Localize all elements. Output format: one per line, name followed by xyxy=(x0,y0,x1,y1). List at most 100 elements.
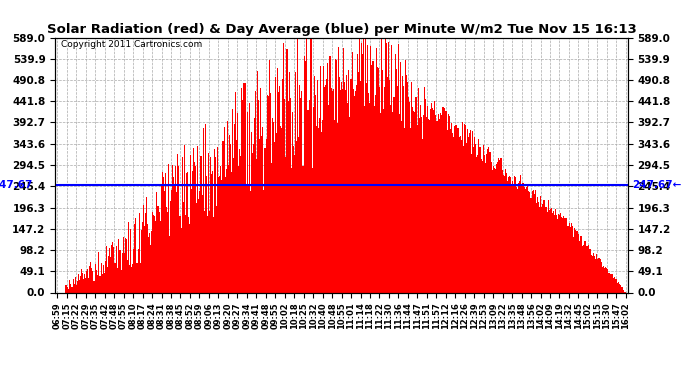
Bar xyxy=(231,172,232,292)
Bar xyxy=(388,42,389,292)
Bar xyxy=(621,286,622,292)
Bar xyxy=(613,276,615,292)
Bar xyxy=(360,81,361,292)
Bar xyxy=(68,289,70,292)
Bar xyxy=(227,121,228,292)
Bar xyxy=(104,273,105,292)
Title: Solar Radiation (red) & Day Average (blue) per Minute W/m2 Tue Nov 15 16:13: Solar Radiation (red) & Day Average (blu… xyxy=(47,23,636,36)
Bar xyxy=(582,246,583,292)
Bar xyxy=(604,268,605,292)
Bar xyxy=(540,196,542,292)
Bar xyxy=(239,149,240,292)
Bar xyxy=(516,187,518,292)
Bar xyxy=(224,127,225,292)
Bar xyxy=(250,191,251,292)
Bar xyxy=(406,75,407,292)
Bar xyxy=(607,269,609,292)
Bar xyxy=(274,142,275,292)
Bar xyxy=(151,231,152,292)
Bar xyxy=(335,58,336,292)
Bar xyxy=(153,215,155,292)
Bar xyxy=(177,154,179,292)
Bar xyxy=(593,253,594,292)
Bar xyxy=(421,117,422,292)
Bar xyxy=(171,190,172,292)
Text: →247.67: →247.67 xyxy=(0,180,32,190)
Bar xyxy=(408,97,409,292)
Bar xyxy=(368,93,369,292)
Bar xyxy=(298,137,299,292)
Bar xyxy=(564,217,566,292)
Bar xyxy=(110,257,111,292)
Bar xyxy=(400,63,401,292)
Bar xyxy=(492,170,493,292)
Bar xyxy=(528,191,529,292)
Bar xyxy=(259,139,260,292)
Bar xyxy=(532,191,533,292)
Bar xyxy=(432,108,433,292)
Bar xyxy=(375,48,377,292)
Bar xyxy=(213,217,214,292)
Bar xyxy=(419,118,420,292)
Bar xyxy=(74,284,75,292)
Bar xyxy=(449,116,450,292)
Bar xyxy=(561,217,562,292)
Bar xyxy=(556,215,557,292)
Bar xyxy=(166,207,167,292)
Bar xyxy=(170,201,171,292)
Bar xyxy=(299,86,300,292)
Bar xyxy=(443,107,444,292)
Bar xyxy=(513,186,514,292)
Bar xyxy=(229,135,230,292)
Bar xyxy=(275,78,276,292)
Bar xyxy=(544,207,546,292)
Bar xyxy=(385,38,386,292)
Bar xyxy=(132,264,133,292)
Bar xyxy=(232,109,233,292)
Bar xyxy=(405,60,406,292)
Text: Copyright 2011 Cartronics.com: Copyright 2011 Cartronics.com xyxy=(61,40,202,49)
Bar xyxy=(122,253,123,292)
Bar xyxy=(590,249,591,292)
Bar xyxy=(112,243,113,292)
Bar xyxy=(128,222,129,292)
Bar xyxy=(435,115,437,292)
Bar xyxy=(85,278,86,292)
Bar xyxy=(236,140,237,292)
Bar xyxy=(576,231,577,292)
Bar xyxy=(579,240,580,292)
Bar xyxy=(362,54,363,292)
Bar xyxy=(146,197,147,292)
Bar xyxy=(466,142,467,292)
Bar xyxy=(296,141,297,292)
Bar xyxy=(427,106,428,292)
Bar xyxy=(320,66,321,292)
Bar xyxy=(226,169,227,292)
Bar xyxy=(323,66,324,292)
Bar xyxy=(468,137,469,292)
Bar xyxy=(255,91,256,292)
Bar xyxy=(129,265,130,292)
Bar xyxy=(279,86,280,292)
Bar xyxy=(423,115,424,292)
Bar xyxy=(463,146,464,292)
Bar xyxy=(442,106,443,292)
Bar xyxy=(386,43,387,292)
Bar xyxy=(342,88,343,292)
Bar xyxy=(489,152,490,292)
Bar xyxy=(219,176,220,292)
Bar xyxy=(79,280,80,292)
Bar xyxy=(101,262,102,292)
Bar xyxy=(190,155,191,292)
Bar xyxy=(82,273,83,292)
Bar xyxy=(391,45,393,292)
Bar xyxy=(235,92,236,292)
Bar xyxy=(137,249,139,292)
Bar xyxy=(308,100,310,292)
Bar xyxy=(273,122,274,292)
Bar xyxy=(217,147,218,292)
Bar xyxy=(77,281,78,292)
Bar xyxy=(609,274,611,292)
Bar xyxy=(107,267,108,292)
Bar xyxy=(214,149,215,292)
